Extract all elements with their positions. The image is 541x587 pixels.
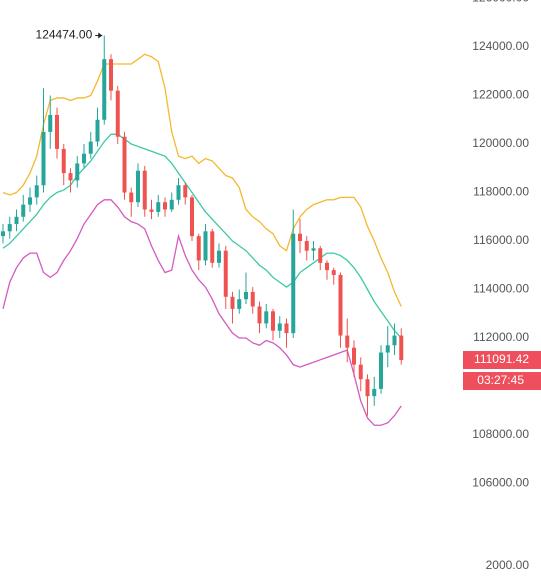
candle-body (284, 323, 289, 334)
candle-body (55, 114, 59, 149)
y-tick-label: 124000.00 (472, 39, 529, 53)
candle-body (136, 170, 140, 203)
candle-body (325, 262, 329, 271)
candle-body (399, 335, 404, 361)
candle-body (169, 199, 174, 210)
candle-body (21, 204, 26, 217)
candle-body (1, 231, 5, 237)
candle-body (28, 197, 32, 205)
y-tick-label: 106000.00 (472, 476, 529, 490)
y-tick-label: 126000.00 (472, 0, 529, 5)
candle-body (88, 141, 93, 154)
high-arrow-head (98, 32, 103, 39)
band-line (2, 133, 402, 339)
y-tick-label: 114000.00 (473, 282, 529, 296)
y-tick-label: 2000.00 (486, 558, 530, 572)
candle-body (298, 233, 302, 242)
candle-body (223, 250, 228, 297)
y-tick-label: 112000.00 (473, 330, 529, 344)
candle-body (115, 90, 120, 137)
candle-body (7, 224, 12, 232)
candle-body (196, 236, 201, 261)
candle-body (331, 270, 336, 275)
candle-body (156, 202, 161, 212)
candle-body (338, 274, 343, 336)
candle-body (311, 248, 316, 251)
candle-body (176, 185, 181, 200)
y-tick-label: 116000.00 (473, 233, 529, 247)
countdown: 03:27:45 (477, 373, 524, 387)
y-tick-label: 122000.00 (472, 88, 529, 102)
y-tick-label: 118000.00 (473, 185, 529, 199)
candle-body (257, 306, 262, 324)
candle-body (379, 352, 383, 389)
candle-body (95, 119, 100, 142)
candle-body (291, 233, 296, 334)
candle-body (385, 345, 390, 353)
candle-body (345, 335, 350, 348)
candle-body (203, 231, 208, 261)
candle-body (41, 131, 46, 186)
candle-body (358, 364, 363, 380)
candle-body (250, 291, 255, 307)
candle-body (129, 192, 134, 203)
price-label: 111091.42 (474, 352, 529, 366)
band-line (2, 199, 402, 426)
y-tick-label: 108000.00 (472, 427, 529, 441)
countdown-box (463, 372, 541, 391)
candle-body (352, 347, 356, 365)
candle-body (244, 291, 248, 300)
candle-body (142, 170, 147, 210)
candle-body (122, 136, 127, 193)
candle-body (14, 216, 19, 225)
candle-body (264, 311, 269, 324)
price-box (463, 351, 541, 370)
candle-body (75, 163, 80, 181)
candle-body (149, 209, 154, 212)
candle-body (190, 197, 194, 237)
y-tick-label: 120000.00 (472, 136, 529, 150)
candle-body (82, 153, 86, 164)
candle-body (372, 388, 377, 397)
candle-body (277, 323, 282, 331)
candle-body (318, 248, 323, 263)
candle-body (48, 114, 53, 132)
candle-body (230, 296, 235, 309)
candle-body (34, 185, 39, 198)
candle-body (365, 379, 370, 397)
band-line (2, 53, 402, 307)
high-label: 124474.00 (36, 28, 93, 42)
candle-body (163, 202, 167, 210)
candle-body (210, 231, 215, 263)
candle-body (109, 59, 113, 91)
candle-body (304, 241, 309, 251)
candle-body (217, 250, 221, 263)
candle-body (183, 185, 188, 198)
candle-body (61, 148, 66, 174)
candle-body (68, 173, 73, 181)
candle-body (271, 311, 275, 331)
candle-body (237, 299, 242, 309)
candle-body (102, 59, 107, 120)
candle-body (392, 335, 397, 346)
